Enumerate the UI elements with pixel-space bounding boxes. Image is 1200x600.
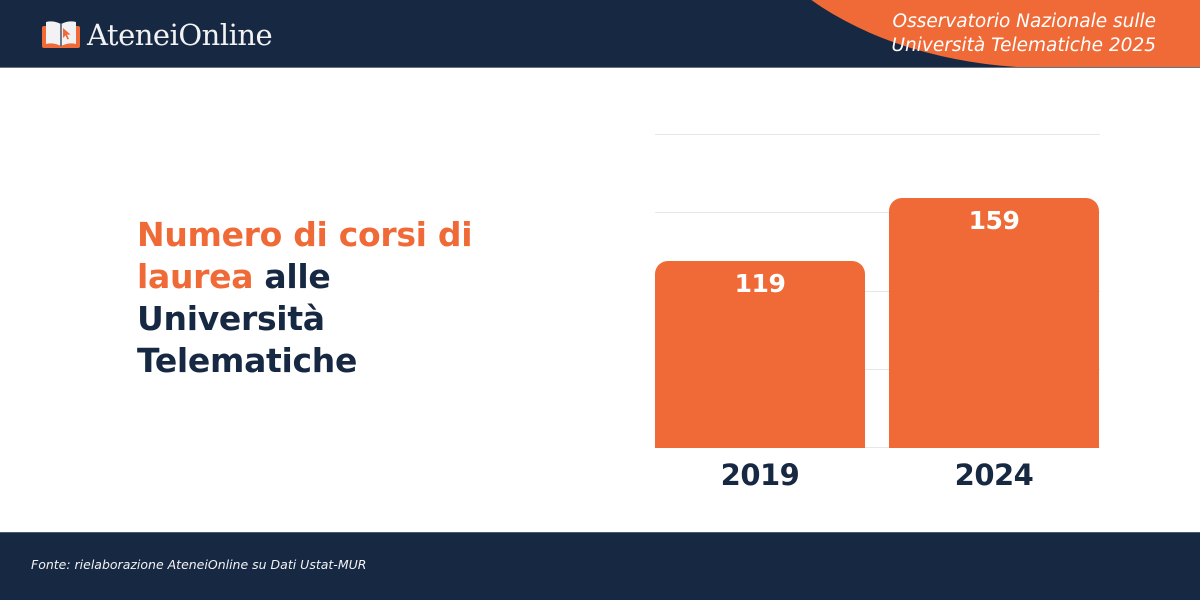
header-tagline: Osservatorio Nazionale sulle Università … <box>891 10 1156 58</box>
bar-value-label: 159 <box>968 206 1020 235</box>
tagline-line-2: Università Telematiche 2025 <box>891 35 1156 56</box>
bar-chart: 119 159 <box>655 134 1100 448</box>
chart-title: Numero di corsi di laurea alle Universit… <box>137 214 477 382</box>
open-book-cursor-icon <box>41 19 81 51</box>
footer-bar: Fonte: rielaborazione AteneiOnline su Da… <box>0 532 1200 600</box>
source-note: Fonte: rielaborazione AteneiOnline su Da… <box>31 557 367 572</box>
x-label-2019: 2019 <box>720 458 800 492</box>
logo-text: AteneiOnline <box>87 18 273 52</box>
header-bar: AteneiOnline Osservatorio Nazionale sull… <box>0 0 1200 68</box>
x-label-2024: 2024 <box>954 458 1034 492</box>
bar-2024[interactable]: 159 <box>889 198 1099 448</box>
gridline-150 <box>655 212 1100 213</box>
title-rest: alle Università Telematiche <box>137 257 358 380</box>
bar-2019[interactable]: 119 <box>655 261 865 448</box>
gridline-100 <box>655 291 1100 292</box>
gridline-0 <box>655 447 1100 448</box>
tagline-line-1: Osservatorio Nazionale sulle <box>892 11 1156 32</box>
bar-value-label: 119 <box>734 269 786 298</box>
gridline-200 <box>655 134 1100 135</box>
title-accent: Numero di corsi di laurea <box>137 215 473 296</box>
gridline-50 <box>655 369 1100 370</box>
logo[interactable]: AteneiOnline <box>41 18 273 52</box>
